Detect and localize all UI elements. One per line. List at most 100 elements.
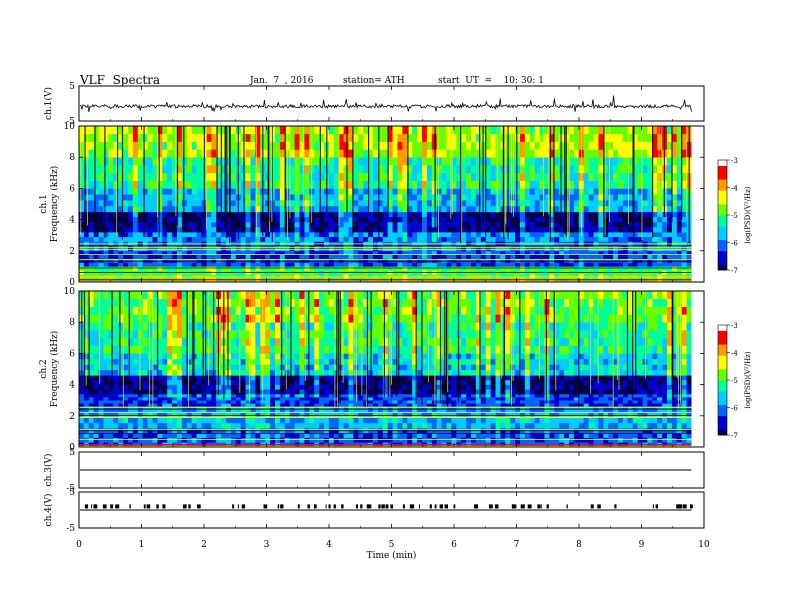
psd-cell <box>593 221 599 228</box>
psd-cell <box>676 126 682 135</box>
psd-cell <box>275 291 281 300</box>
psd-cell <box>569 180 575 189</box>
psd-cell <box>157 258 163 263</box>
psd-cell <box>245 180 251 189</box>
psd-cell <box>338 211 344 218</box>
psd-cell <box>333 211 339 218</box>
psd-cell <box>157 227 163 233</box>
psd-cell <box>657 274 663 279</box>
psd-cell <box>113 133 119 142</box>
psd-cell <box>377 258 384 263</box>
psd-cell <box>363 246 369 252</box>
psd-cell <box>167 433 173 438</box>
psd-cell <box>289 149 295 158</box>
psd-cell <box>431 232 437 238</box>
psd-cell <box>79 165 85 174</box>
psd-cell <box>118 353 124 360</box>
psd-cell <box>681 236 687 242</box>
psd-cell <box>177 400 183 404</box>
psd-cell <box>240 258 246 263</box>
psd-cell <box>554 141 560 150</box>
psd-cell <box>319 194 325 201</box>
psd-cell <box>113 306 119 315</box>
psd-cell <box>510 180 516 189</box>
psd-cell <box>206 232 212 238</box>
psd-cell <box>475 227 482 233</box>
psd-cell <box>569 227 575 233</box>
psd-cell <box>324 211 330 218</box>
psd-cell <box>113 394 119 398</box>
psd-cell <box>235 358 241 365</box>
psd-cell <box>426 258 433 263</box>
psd-cell <box>309 232 315 238</box>
psd-cell <box>162 314 168 323</box>
psd-cell <box>132 291 139 300</box>
psd-cell <box>88 172 94 181</box>
psd-cell <box>652 236 658 242</box>
psd-cell <box>314 232 320 238</box>
psd-cell <box>216 262 222 267</box>
psd-cell <box>103 384 109 390</box>
psd-cell <box>417 141 423 150</box>
psd-cell <box>294 254 300 259</box>
psd-cell <box>221 250 227 255</box>
psd-cell <box>392 216 398 223</box>
psd-cell <box>524 221 531 228</box>
psd-cell <box>368 157 374 166</box>
colorbar-step <box>718 206 727 210</box>
psd-cell <box>206 266 212 271</box>
psd-cell <box>618 126 624 135</box>
psd-cell <box>642 246 648 252</box>
psd-cell <box>113 141 119 150</box>
psd-cell <box>265 417 271 424</box>
psd-cell <box>240 358 246 365</box>
psd-cell <box>681 246 687 252</box>
psd-cell <box>529 194 535 201</box>
psd-cell <box>289 422 295 429</box>
psd-cell <box>167 400 173 404</box>
psd-cell <box>348 266 354 271</box>
psd-cell <box>387 200 393 207</box>
psd-cell <box>441 216 447 223</box>
psd-cell <box>618 149 624 158</box>
psd-cell <box>618 188 624 195</box>
psd-cell <box>632 266 638 271</box>
psd-cell <box>250 221 256 228</box>
psd-cell <box>676 172 682 181</box>
psd-cell <box>103 417 109 424</box>
psd-cell <box>544 232 550 238</box>
psd-cell <box>142 188 148 195</box>
psd-cell <box>338 180 344 189</box>
psd-cell <box>515 266 521 271</box>
psd-cell <box>196 227 202 233</box>
psd-cell <box>618 221 624 228</box>
psd-cell <box>167 157 173 166</box>
psd-cell <box>505 250 511 255</box>
psd-cell <box>265 375 271 381</box>
psd-cell <box>441 133 447 142</box>
psd-cell <box>167 358 173 365</box>
psd-cell <box>250 216 256 223</box>
psd-cell <box>255 133 261 142</box>
psd-cell <box>490 211 496 218</box>
psd-cell <box>676 180 682 189</box>
psd-cell <box>265 227 271 233</box>
psd-cell <box>593 180 599 189</box>
psd-cell <box>534 254 540 259</box>
psd-cell <box>88 211 94 218</box>
psd-cell <box>88 274 94 279</box>
psd-cell <box>167 375 173 381</box>
psd-cell <box>157 397 163 401</box>
psd-cell <box>186 180 192 189</box>
psd-cell <box>294 262 300 267</box>
psd-cell <box>613 216 619 223</box>
psd-cell <box>230 180 237 189</box>
psd-cell <box>103 345 109 354</box>
psd-cell <box>363 216 369 223</box>
psd-cell <box>157 337 163 346</box>
psd-cell <box>475 250 482 255</box>
psd-cell <box>485 232 491 238</box>
psd-cell <box>466 205 472 213</box>
psd-cell <box>211 188 217 195</box>
psd-cell <box>299 250 305 255</box>
